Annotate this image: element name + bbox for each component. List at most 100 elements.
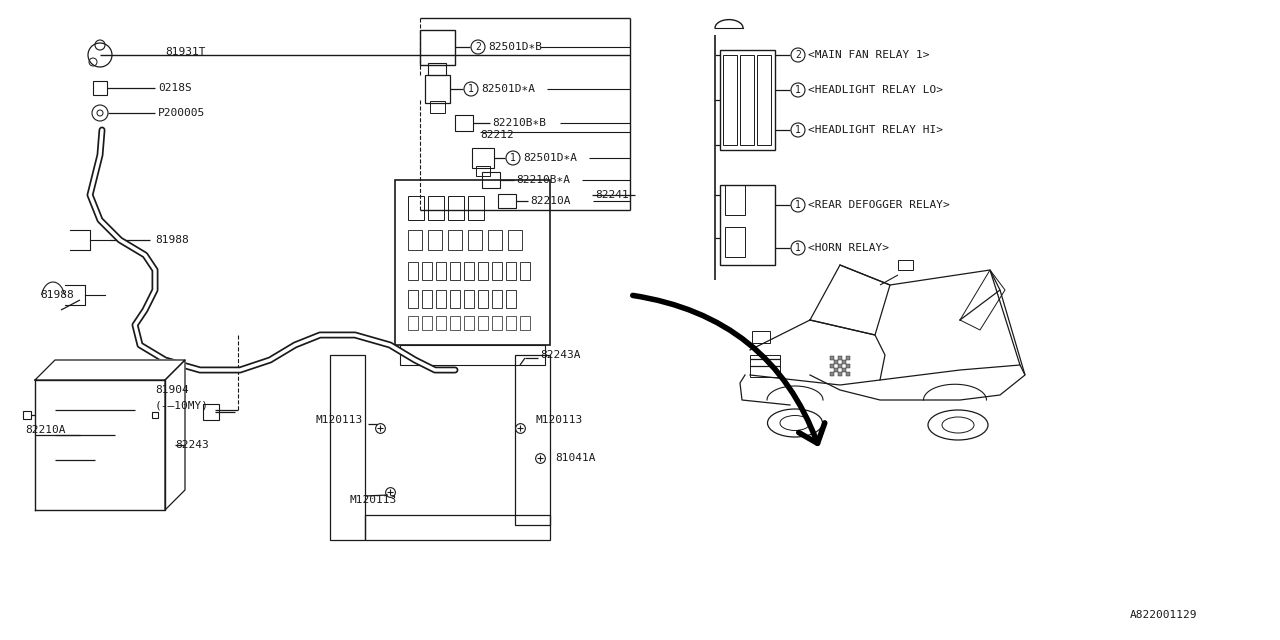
Bar (399, 345, 545, 365)
Bar (838, 356, 842, 360)
Text: M120113: M120113 (535, 415, 582, 425)
Text: 82241: 82241 (595, 190, 628, 200)
Text: A822001129: A822001129 (1130, 610, 1198, 620)
Text: 82501D∗A: 82501D∗A (524, 153, 577, 163)
Text: 82210B∗A: 82210B∗A (516, 175, 570, 185)
FancyArrowPatch shape (632, 296, 824, 444)
Text: 82212: 82212 (480, 130, 513, 140)
Text: M120113: M120113 (349, 495, 397, 505)
Text: <REAR DEFOGGER RELAY>: <REAR DEFOGGER RELAY> (808, 200, 950, 210)
Polygon shape (165, 360, 186, 510)
Bar (436, 262, 445, 280)
Text: (-–10MY): (-–10MY) (155, 400, 209, 410)
Bar (430, 101, 445, 113)
Bar (756, 55, 771, 145)
Text: 82210B∗B: 82210B∗B (492, 118, 547, 128)
Bar (477, 316, 488, 330)
Bar (454, 115, 474, 131)
Text: 1: 1 (795, 200, 801, 210)
Bar (506, 262, 516, 280)
Bar (422, 290, 433, 308)
Bar (477, 290, 488, 308)
Bar (436, 316, 445, 330)
Bar (724, 185, 745, 215)
Bar (846, 356, 850, 360)
Bar (396, 180, 550, 345)
Bar (829, 356, 835, 360)
Bar (468, 230, 483, 250)
Bar (420, 30, 454, 65)
Text: 81988: 81988 (155, 235, 188, 245)
Text: 81931T: 81931T (165, 47, 206, 57)
Bar (506, 290, 516, 308)
Bar (719, 50, 774, 150)
Text: 82243A: 82243A (540, 350, 581, 360)
Bar (846, 364, 850, 368)
Bar (838, 372, 842, 376)
Bar (723, 55, 737, 145)
Text: 82243: 82243 (175, 440, 209, 450)
Bar (465, 316, 474, 330)
Text: 82501D∗A: 82501D∗A (481, 84, 535, 94)
Bar (520, 262, 530, 280)
Bar (520, 316, 530, 330)
Text: 1: 1 (795, 125, 801, 135)
Bar (472, 148, 494, 168)
Bar (425, 75, 451, 103)
Text: P200005: P200005 (157, 108, 205, 118)
Text: 1: 1 (795, 243, 801, 253)
Bar (829, 364, 835, 368)
Bar (719, 185, 774, 265)
Text: 2: 2 (795, 50, 801, 60)
Bar (899, 260, 913, 270)
Text: 81041A: 81041A (556, 453, 595, 463)
Bar (408, 230, 422, 250)
Bar (448, 230, 462, 250)
Bar (838, 364, 842, 368)
Bar (408, 262, 419, 280)
Text: <HORN RELAY>: <HORN RELAY> (808, 243, 890, 253)
Bar (408, 290, 419, 308)
Bar (477, 262, 488, 280)
Bar (365, 515, 550, 540)
Bar (515, 355, 550, 525)
Bar (835, 368, 838, 372)
Text: 2: 2 (475, 42, 481, 52)
Bar (422, 262, 433, 280)
Bar (428, 63, 445, 75)
Bar (492, 316, 502, 330)
Bar (330, 355, 365, 540)
Bar (451, 262, 460, 280)
Text: 82210A: 82210A (530, 196, 571, 206)
Bar (483, 172, 500, 188)
Bar (492, 290, 502, 308)
Text: 1: 1 (509, 153, 516, 163)
Bar (508, 230, 522, 250)
Bar (506, 316, 516, 330)
Bar (408, 196, 424, 220)
Polygon shape (35, 360, 186, 380)
Bar (468, 196, 484, 220)
Bar (428, 196, 444, 220)
Text: <HEADLIGHT RELAY HI>: <HEADLIGHT RELAY HI> (808, 125, 943, 135)
Bar (498, 194, 516, 208)
Text: 1: 1 (468, 84, 474, 94)
Text: 81904: 81904 (155, 385, 188, 395)
Bar (829, 372, 835, 376)
Bar (436, 290, 445, 308)
Bar (422, 316, 433, 330)
Text: 81988: 81988 (40, 290, 74, 300)
Bar (750, 355, 780, 377)
Bar (488, 230, 502, 250)
Bar (842, 360, 846, 364)
Bar (740, 55, 754, 145)
Bar (835, 360, 838, 364)
Bar (465, 290, 474, 308)
Text: 82210A: 82210A (26, 425, 65, 435)
Text: 1: 1 (795, 85, 801, 95)
Text: <MAIN FAN RELAY 1>: <MAIN FAN RELAY 1> (808, 50, 929, 60)
Bar (451, 290, 460, 308)
Bar (204, 404, 219, 420)
Bar (451, 316, 460, 330)
Bar (476, 166, 490, 176)
